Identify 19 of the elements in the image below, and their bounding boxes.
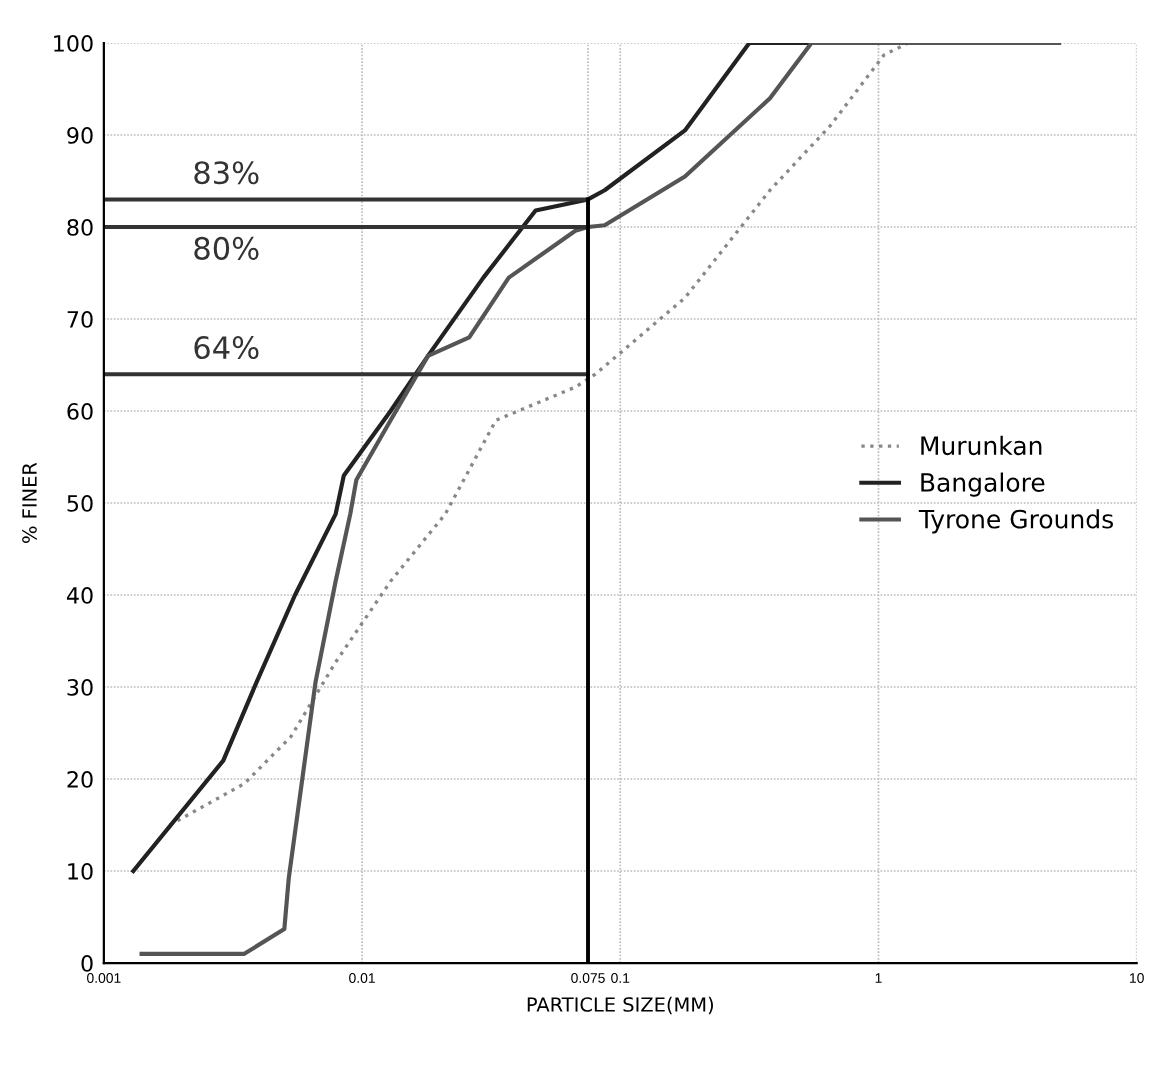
y-tick-label: 0 (81, 954, 93, 972)
legend-label: Murunkan (921, 435, 1042, 456)
y-tick-label: 100 (54, 34, 93, 52)
ref-line-label: 83% (194, 161, 259, 185)
ref-line-label: 64% (194, 336, 259, 360)
y-tick-label: 20 (67, 770, 93, 788)
x-axis-title: PARTICLE SIZE(MM) (527, 996, 713, 1015)
y-tick-label: 90 (67, 126, 93, 144)
y-tick-label: 50 (67, 494, 93, 512)
legend-label: Tyrone Grounds (918, 509, 1113, 534)
y-tick-label: 30 (67, 678, 93, 696)
y-axis-title: % FINER (22, 462, 37, 543)
y-tick-label: 60 (67, 402, 93, 420)
y-tick-label: 80 (67, 218, 93, 236)
legend-label: Bangalore (921, 472, 1045, 497)
y-tick-label: 40 (66, 586, 93, 604)
y-tick-label: 70 (67, 310, 93, 328)
ref-line-label: 80% (194, 236, 259, 260)
y-tick-label: 10 (68, 862, 93, 880)
